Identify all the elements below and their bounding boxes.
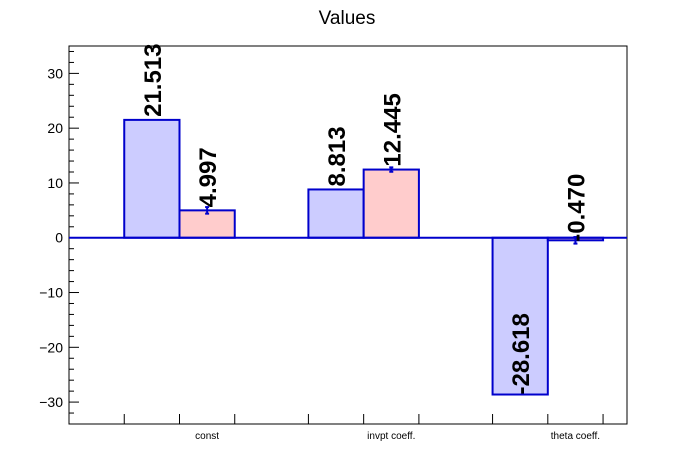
value-label: -28.618: [508, 313, 535, 394]
plot-frame: [68, 45, 628, 425]
bar-series-1-2: [307, 188, 365, 239]
value-labels-group: 21.513 8.813 -28.618 4.997 12.445 -0.470: [140, 43, 591, 394]
y-tick-label: 10: [47, 175, 63, 191]
y-tick-label: 0: [55, 230, 63, 246]
value-label: 8.813: [324, 126, 351, 186]
y-axis: −30 −20 −10 0 10 20 30: [39, 50, 79, 425]
y-tick-label: −10: [39, 285, 63, 301]
x-axis: const invpt coeff. theta coeff.: [123, 414, 604, 442]
x-category-label: invpt coeff.: [367, 431, 415, 442]
value-label: -0.470: [563, 174, 590, 242]
bars-group: [123, 118, 605, 396]
y-tick-label: 20: [47, 120, 63, 136]
y-tick-label: −30: [39, 394, 63, 410]
y-tick-label: 30: [47, 65, 63, 81]
x-category-label: theta coeff.: [551, 431, 600, 442]
y-tick-label: −20: [39, 339, 63, 355]
bar-series-1-1: [123, 118, 181, 239]
value-label: 12.445: [379, 93, 406, 166]
value-label: 4.997: [195, 147, 222, 207]
chart-title: Values: [319, 8, 376, 29]
bar-series-2-2: [362, 168, 420, 239]
value-label: 21.513: [140, 43, 167, 116]
x-category-label: const: [195, 431, 219, 442]
